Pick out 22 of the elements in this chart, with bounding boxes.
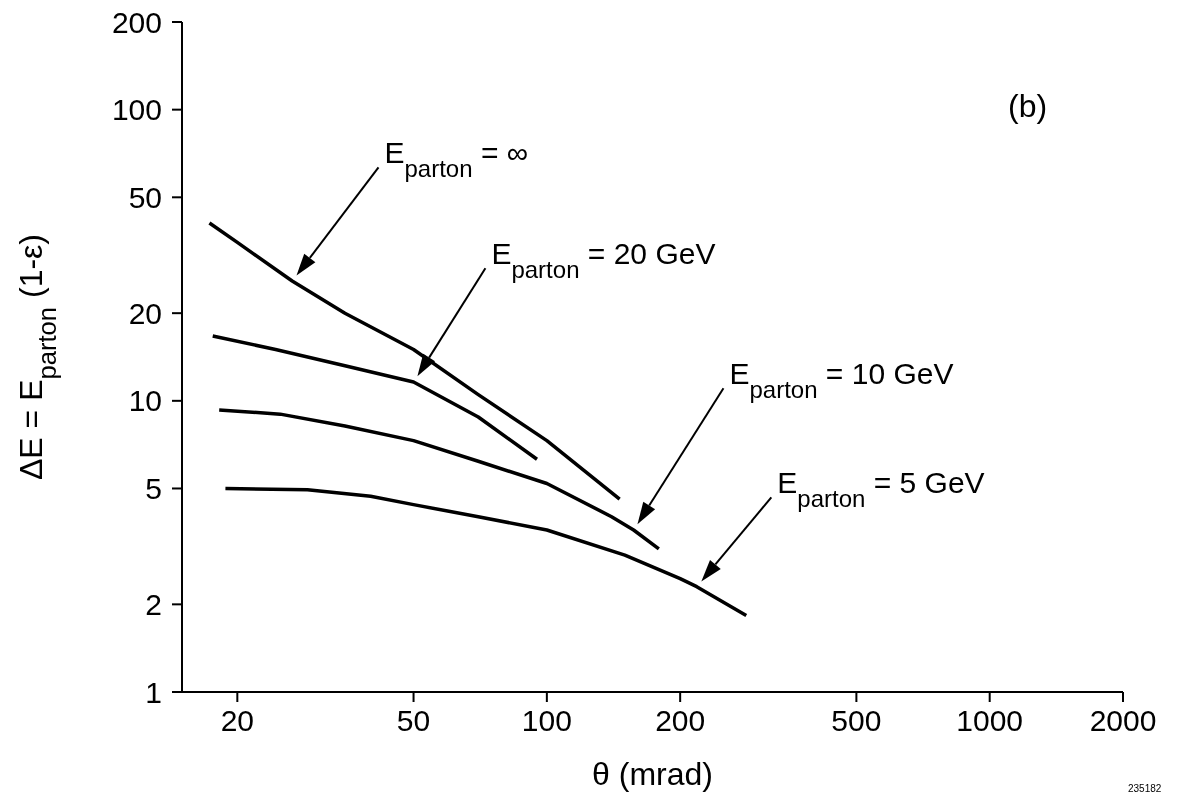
x-tick-label: 100 <box>521 704 572 738</box>
y-tick-label: 20 <box>128 296 162 330</box>
y-tick-label: 1 <box>145 675 162 709</box>
text: E$_{parton}$ = 20 GeV <box>491 237 716 283</box>
annotation: (b) <box>1008 88 1048 125</box>
x-tick-label: 20 <box>220 704 255 738</box>
y-tick-label: 10 <box>128 384 162 418</box>
y-tick-label: 2 <box>145 588 162 621</box>
text: 235182 <box>1128 783 1162 794</box>
x-tick-label: 200 <box>655 704 706 738</box>
y-tick-label: 5 <box>145 472 162 506</box>
y-tick-label: 100 <box>111 93 162 127</box>
text: E$_{parton}$ = 10 GeV <box>729 357 954 403</box>
x-tick-label: 50 <box>396 704 431 738</box>
text: E$_{parton}$ = 5 GeV <box>777 466 985 512</box>
x-tick-label: 1000 <box>956 704 1024 738</box>
x-tick-label: 500 <box>831 704 882 738</box>
y-tick-label: 50 <box>128 180 162 214</box>
text: E$_{parton}$ = ∞ <box>384 136 529 182</box>
y-tick-label: 200 <box>111 5 162 39</box>
x-axis-title: θ (mrad) <box>592 756 713 792</box>
x-tick-label: 2000 <box>1089 704 1157 738</box>
